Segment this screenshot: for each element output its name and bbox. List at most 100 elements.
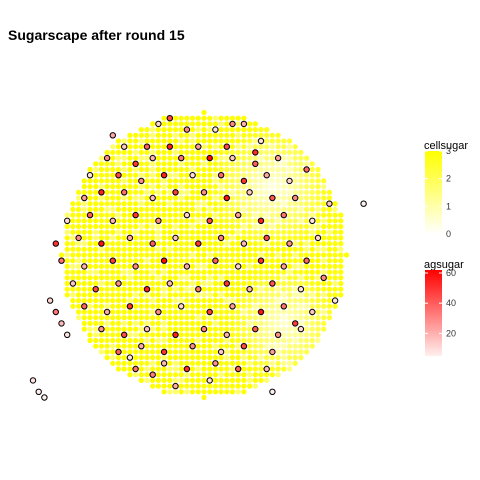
cell-point bbox=[241, 189, 247, 195]
cell-point bbox=[93, 292, 99, 298]
cell-point bbox=[207, 121, 213, 127]
cell-point bbox=[212, 320, 218, 326]
cell-point bbox=[241, 337, 247, 344]
cell-point bbox=[172, 355, 179, 361]
cell-point bbox=[133, 178, 139, 184]
cell-point bbox=[167, 189, 173, 195]
cell-point bbox=[247, 235, 253, 241]
cell-point bbox=[224, 127, 230, 133]
cell-point bbox=[315, 332, 321, 338]
cell-point bbox=[207, 246, 213, 252]
agent-point bbox=[103, 154, 111, 162]
cell-point bbox=[269, 372, 275, 378]
cell-point bbox=[70, 212, 76, 218]
cell-point bbox=[269, 332, 275, 338]
cell-point bbox=[275, 320, 281, 326]
cell-point bbox=[212, 201, 218, 207]
cell-point bbox=[229, 360, 236, 366]
cell-point bbox=[304, 343, 310, 349]
cell-point bbox=[184, 144, 190, 150]
cell-point bbox=[321, 218, 327, 224]
cell-point bbox=[167, 229, 173, 235]
agent-point bbox=[166, 143, 174, 150]
cell-point bbox=[286, 235, 293, 241]
cell-point bbox=[315, 258, 321, 264]
cell-point bbox=[304, 337, 310, 344]
cell-point bbox=[115, 201, 122, 207]
cell-point bbox=[150, 172, 156, 178]
agent-point bbox=[263, 365, 270, 373]
cell-point bbox=[184, 349, 190, 355]
cell-point bbox=[184, 172, 190, 178]
cell-point bbox=[115, 223, 122, 230]
cell-point bbox=[247, 377, 253, 383]
cell-point bbox=[172, 184, 179, 190]
cell-point bbox=[207, 166, 213, 173]
cell-point bbox=[224, 201, 230, 207]
cell-point bbox=[155, 303, 161, 309]
cell-point bbox=[172, 303, 179, 309]
agent-point bbox=[143, 325, 151, 333]
cell-point bbox=[218, 138, 224, 144]
cell-point bbox=[247, 326, 253, 332]
cell-point bbox=[167, 332, 173, 338]
cell-point bbox=[184, 286, 190, 292]
cell-point bbox=[167, 389, 173, 395]
cell-point bbox=[178, 275, 184, 281]
agent-point bbox=[155, 308, 162, 316]
cell-point bbox=[224, 337, 230, 344]
cell-point bbox=[121, 303, 127, 309]
cell-point bbox=[247, 132, 253, 138]
cell-point bbox=[252, 343, 258, 349]
cell-point bbox=[121, 206, 127, 212]
cell-point bbox=[247, 355, 253, 361]
cell-point bbox=[247, 127, 253, 133]
cell-point bbox=[150, 298, 156, 304]
cell-point bbox=[224, 372, 230, 378]
cell-point bbox=[178, 229, 184, 235]
cell-point bbox=[87, 326, 93, 332]
cell-point bbox=[241, 332, 247, 338]
cell-point bbox=[247, 252, 253, 258]
cell-point bbox=[98, 332, 104, 338]
cell-point bbox=[110, 252, 116, 258]
cell-point bbox=[304, 155, 310, 161]
cell-point bbox=[298, 206, 304, 212]
cell-point bbox=[247, 121, 253, 127]
cell-point bbox=[98, 337, 104, 344]
cell-point bbox=[178, 138, 184, 144]
agent-point bbox=[314, 234, 322, 242]
agent-point bbox=[126, 303, 134, 310]
cell-point bbox=[115, 258, 122, 264]
cell-point bbox=[235, 235, 241, 241]
cell-point bbox=[275, 343, 281, 349]
cell-point bbox=[218, 246, 224, 252]
cell-point bbox=[110, 195, 116, 201]
cell-point bbox=[201, 195, 207, 201]
cell-point bbox=[281, 343, 287, 349]
cell-point bbox=[269, 337, 275, 344]
cell-point bbox=[321, 292, 327, 298]
agent-point bbox=[183, 126, 191, 133]
cell-point bbox=[315, 212, 321, 218]
legend-tick-label: 1 bbox=[446, 201, 451, 211]
cell-point bbox=[281, 155, 287, 161]
cell-point bbox=[264, 337, 270, 344]
cell-point bbox=[332, 229, 338, 235]
cell-point bbox=[150, 303, 156, 309]
cell-point bbox=[229, 223, 236, 230]
cell-point bbox=[304, 286, 310, 292]
cell-point bbox=[93, 275, 99, 281]
cell-point bbox=[161, 292, 167, 298]
cell-point bbox=[338, 275, 344, 281]
agent-point bbox=[115, 280, 122, 287]
legend-tick-label: 0 bbox=[446, 229, 451, 239]
cell-point bbox=[275, 298, 281, 304]
cell-point bbox=[275, 223, 281, 230]
cell-point bbox=[292, 286, 298, 292]
cell-point bbox=[87, 201, 93, 207]
cell-point bbox=[104, 286, 110, 292]
cell-point bbox=[190, 212, 196, 218]
cell-point bbox=[184, 223, 190, 230]
